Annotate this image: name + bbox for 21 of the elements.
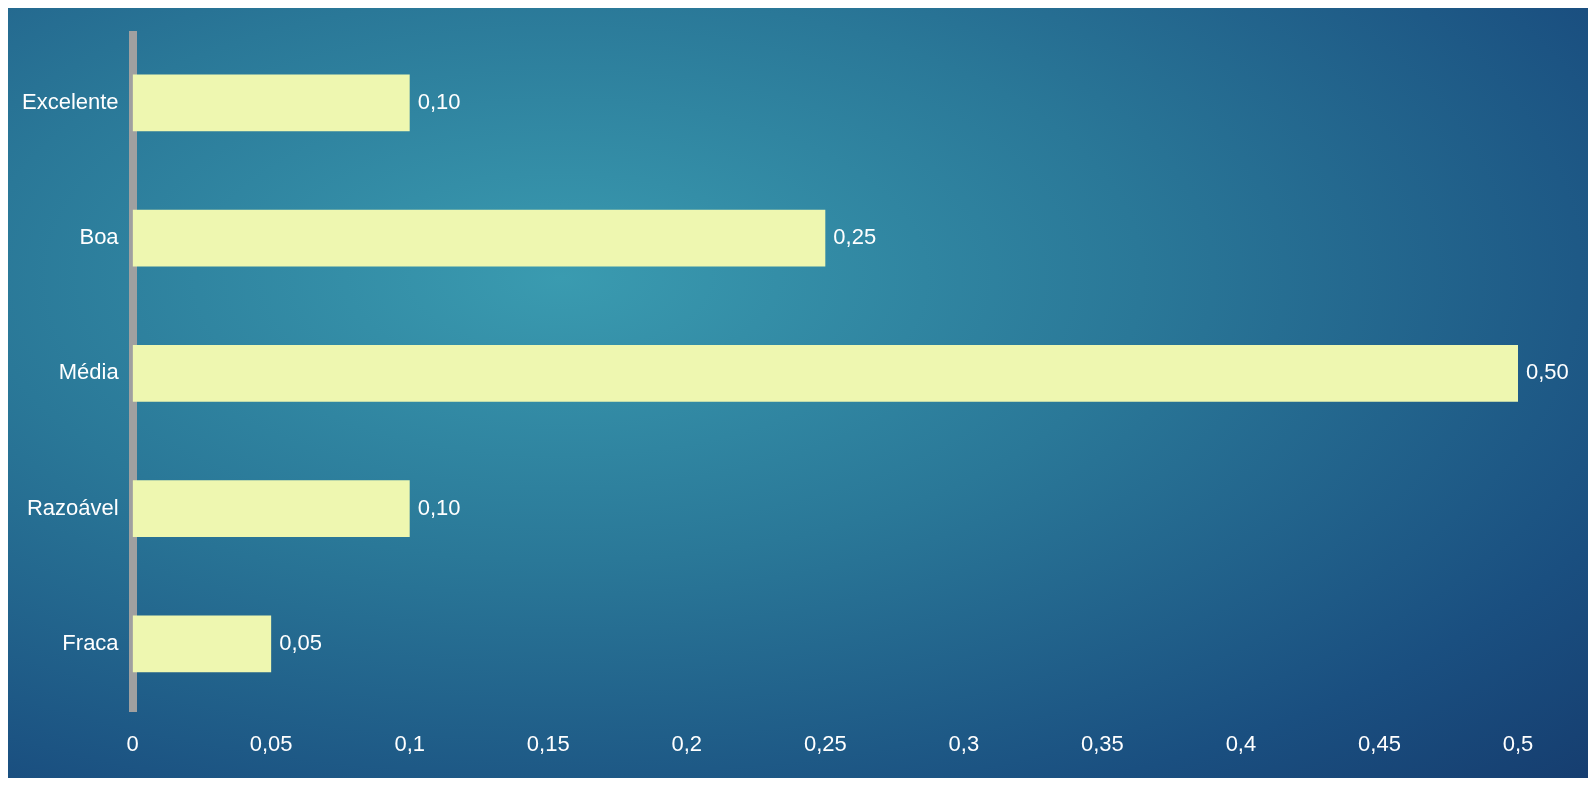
x-tick-label: 0,1 <box>394 730 425 756</box>
x-tick-label: 0,2 <box>671 730 703 756</box>
x-tick-label: 0,35 <box>1080 730 1124 756</box>
y-tick-label: Média <box>58 359 120 385</box>
y-tick-label: Boa <box>79 224 120 250</box>
data-label: 0,10 <box>417 494 461 520</box>
data-label: 0,10 <box>417 88 461 114</box>
data-label: 0,05 <box>279 630 322 656</box>
x-tick-label: 0,05 <box>249 730 293 756</box>
x-tick-label: 0,45 <box>1358 730 1401 756</box>
x-tick-label: 0,5 <box>1502 730 1534 756</box>
x-tick-label: 0,25 <box>803 730 847 756</box>
x-tick-label: 0,4 <box>1225 730 1257 756</box>
y-tick-label: Razoável <box>26 494 119 520</box>
data-label: 0,25 <box>833 224 877 250</box>
x-tick-label: 0,15 <box>526 730 570 756</box>
x-tick-label: 0 <box>126 730 139 756</box>
data-label: 0,50 <box>1526 359 1569 385</box>
x-tick-label: 0,3 <box>948 730 980 756</box>
y-tick-label: Excelente <box>21 88 119 114</box>
y-tick-label: Fraca <box>62 630 120 656</box>
